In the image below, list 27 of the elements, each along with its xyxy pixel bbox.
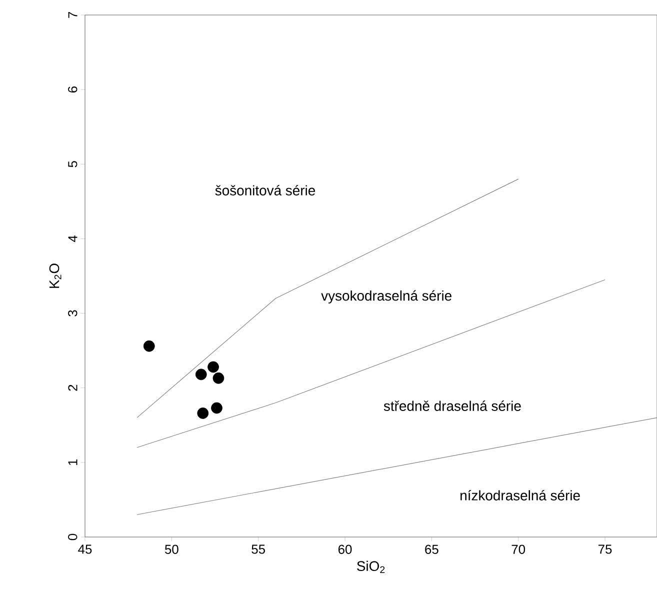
y-axis-title: K$_{2}$O [49, 264, 62, 288]
annotation: šošonitová série [215, 185, 316, 196]
point [211, 402, 222, 414]
y-tick-label: 6 [68, 86, 78, 93]
y-tick-label: 7 [68, 12, 78, 18]
x-tick-label: 45 [78, 544, 92, 554]
x-tick-label: 65 [425, 544, 438, 554]
y-tick-label: 2 [68, 384, 78, 391]
point [143, 340, 155, 352]
x-axis-title: SiO$_{2}$ [357, 560, 385, 574]
point [195, 368, 207, 380]
y-tick-label: 0 [68, 534, 78, 540]
x-tick-label: 55 [252, 544, 265, 554]
x-tick-label: 60 [338, 544, 352, 554]
annotation: středně draselná série [384, 400, 521, 411]
y-tick-label: 5 [68, 161, 78, 168]
x-tick-label: 75 [598, 544, 612, 554]
annotation: vysokodraselná série [321, 290, 452, 304]
y-tick-label: 3 [68, 310, 78, 316]
x-tick-label: 70 [512, 544, 526, 554]
x-tick-label: 50 [164, 544, 178, 554]
y-tick-label: 4 [68, 235, 78, 242]
point [212, 372, 224, 384]
y-tick-label: 1 [68, 459, 78, 466]
annotation: nízkodraselná série [460, 490, 580, 500]
point [208, 361, 219, 373]
point [197, 408, 209, 419]
